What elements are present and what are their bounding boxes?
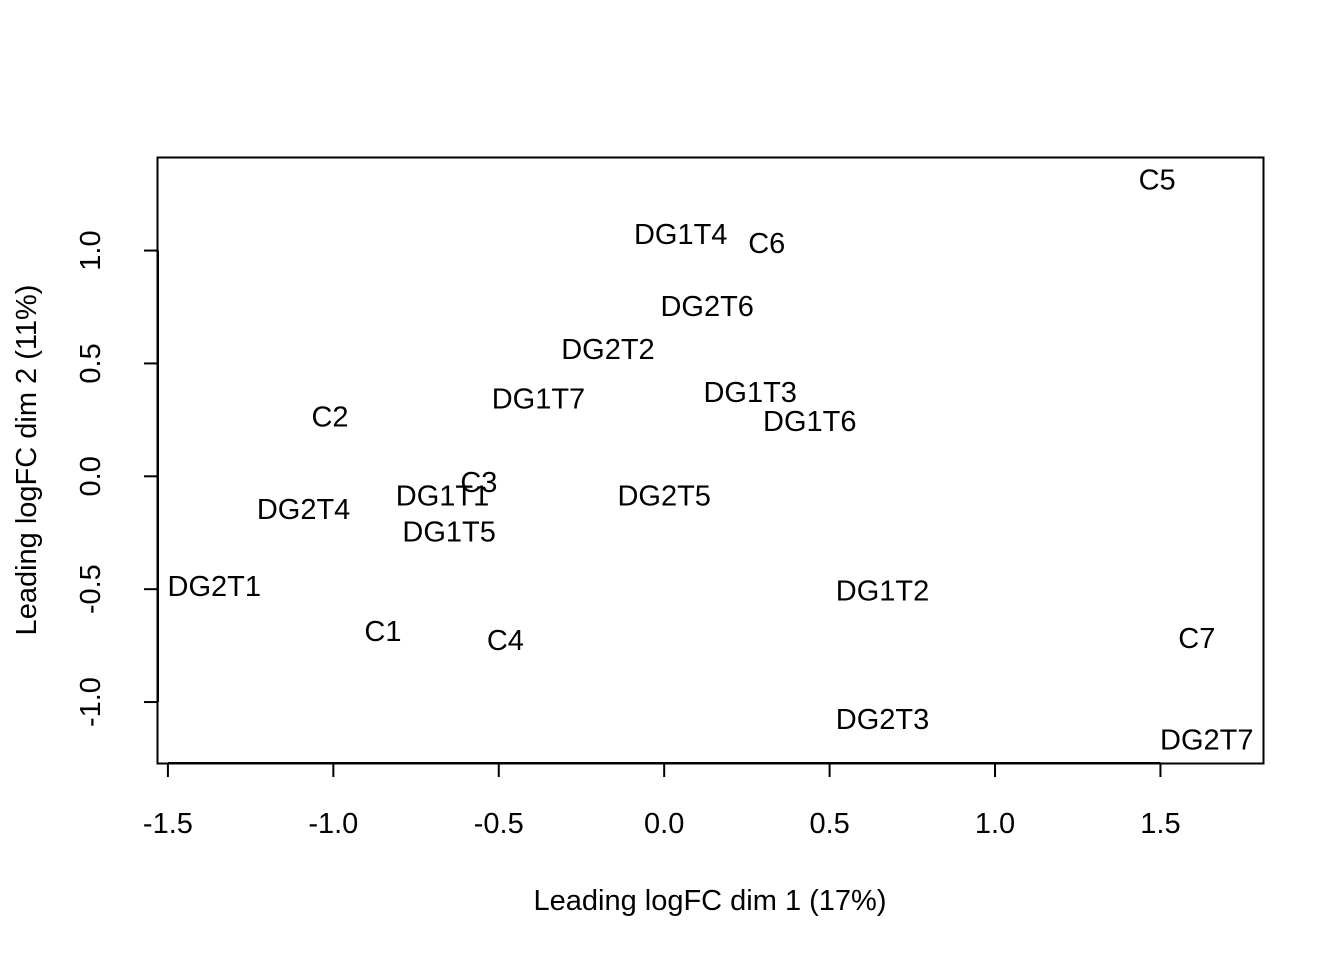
point-label: DG2T1 — [168, 571, 261, 603]
point-label: DG1T5 — [402, 517, 495, 549]
y-tick-label: 1.0 — [75, 230, 107, 270]
point-label: DG2T7 — [1160, 724, 1253, 756]
x-tick-label: -1.5 — [143, 808, 193, 840]
point-label: C5 — [1139, 165, 1176, 197]
x-axis: -1.5 -1.0 -0.5 0.0 0.5 1.0 1.5 — [143, 762, 1181, 840]
point-label: C2 — [311, 402, 348, 434]
y-tick-label: -0.5 — [75, 564, 107, 614]
point-label: DG2T2 — [561, 334, 654, 366]
x-tick-label: 1.0 — [975, 808, 1015, 840]
point-label: DG1T4 — [634, 219, 727, 251]
y-tick-label: 0.0 — [75, 456, 107, 496]
point-label: DG2T3 — [836, 704, 929, 736]
y-tick-label: -1.0 — [75, 677, 107, 727]
y-tick-label: 0.5 — [75, 343, 107, 383]
x-tick-label: -0.5 — [474, 808, 524, 840]
x-tick-label: 0.0 — [644, 808, 684, 840]
point-label: C7 — [1178, 623, 1215, 655]
point-label: C1 — [364, 616, 401, 648]
y-axis-label: Leading logFC dim 2 (11%) — [11, 285, 43, 636]
point-label: DG1T7 — [492, 384, 585, 416]
point-label: C3 — [460, 467, 497, 499]
point-label: C6 — [748, 228, 785, 260]
x-axis-label: Leading logFC dim 1 (17%) — [533, 885, 886, 917]
x-tick-label: 0.5 — [809, 808, 849, 840]
point-label: DG2T6 — [660, 291, 753, 323]
x-tick-label: 1.5 — [1140, 808, 1180, 840]
y-axis: -1.0 -0.5 0.0 0.5 1.0 — [75, 230, 159, 727]
point-label: DG2T4 — [257, 494, 350, 526]
point-label: C4 — [487, 625, 524, 657]
point-label: DG1T3 — [703, 377, 796, 409]
point-label: DG1T1 — [396, 481, 489, 513]
point-label: DG2T5 — [617, 481, 710, 513]
x-tick-label: -1.0 — [308, 808, 358, 840]
point-label: DG1T2 — [836, 575, 929, 607]
point-label: DG1T6 — [763, 406, 856, 438]
